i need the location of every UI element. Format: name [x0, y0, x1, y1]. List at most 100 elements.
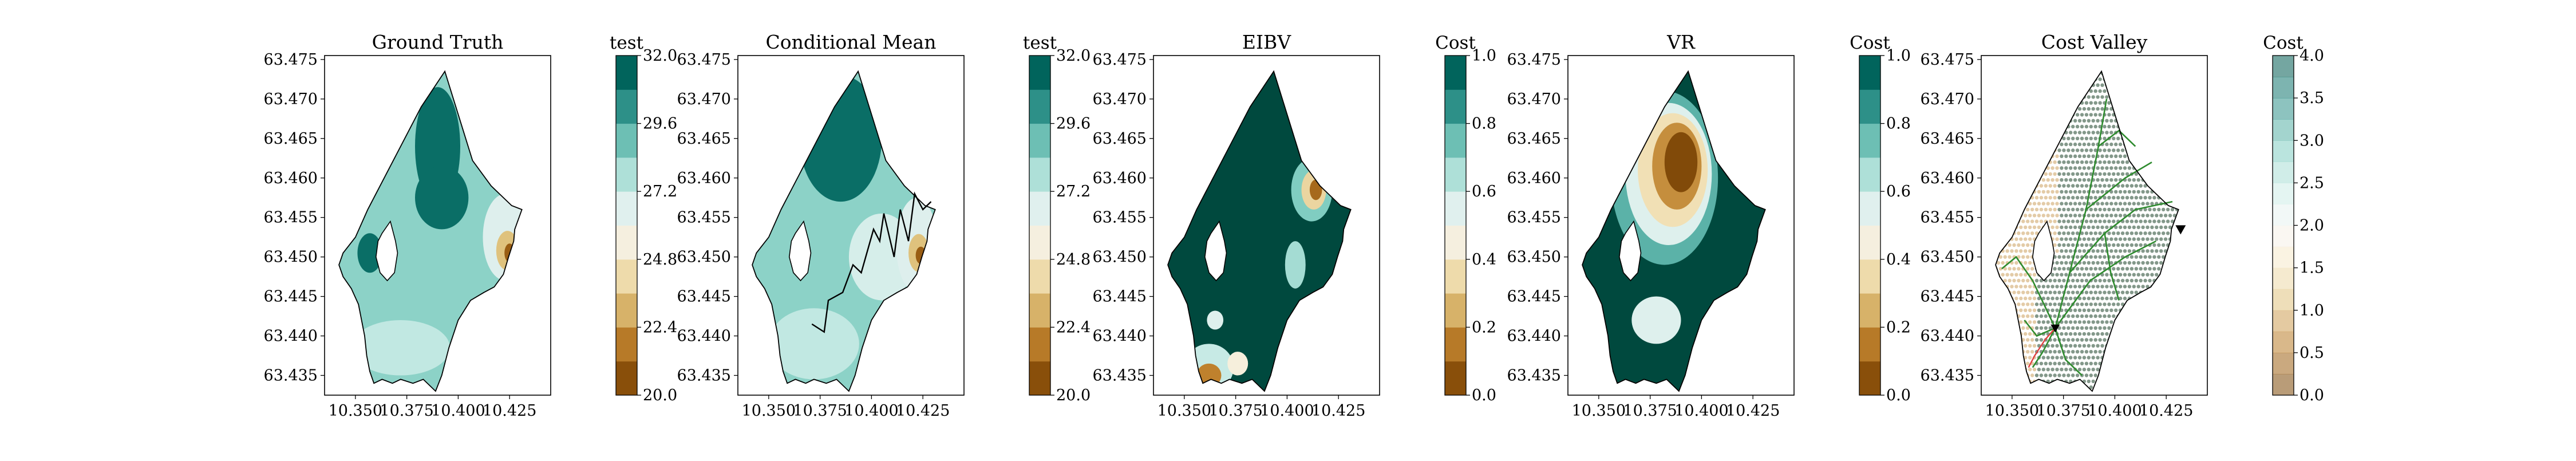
valley-dot [2152, 77, 2156, 81]
valley-dot [2116, 101, 2120, 105]
valley-dot [2143, 267, 2147, 271]
valley-dot [2073, 308, 2077, 312]
valley-dot [2195, 131, 2199, 134]
valley-dot [2118, 379, 2123, 384]
valley-dot [2093, 148, 2097, 152]
valley-dot [2125, 89, 2129, 93]
region-boundary [752, 70, 936, 392]
valley-dot [2186, 356, 2190, 359]
valley-dot [2155, 154, 2159, 158]
valley-dot [2064, 107, 2068, 111]
valley-dot [2037, 225, 2041, 230]
valley-dot [2139, 302, 2143, 306]
valley-dot [2157, 172, 2161, 176]
valley-dot [2170, 219, 2175, 223]
valley-dot [2166, 101, 2170, 105]
valley-dot [2028, 320, 2032, 324]
valley-dot [2107, 101, 2111, 105]
valley-dot [2048, 113, 2052, 117]
valley-dot [2080, 184, 2084, 188]
valley-dot [2087, 368, 2091, 372]
valley-dot [2034, 278, 2039, 283]
valley-dot [2012, 278, 2016, 283]
valley-dot [2193, 137, 2196, 140]
valley-dot [2163, 320, 2168, 324]
valley-dot [2103, 314, 2107, 318]
valley-dot [2162, 89, 2166, 93]
valley-dot [2001, 344, 2005, 348]
y-tick-label: 63.445 [677, 288, 731, 306]
valley-dot [2044, 361, 2048, 365]
valley-dot [2157, 385, 2161, 389]
valley-dot [2041, 356, 2045, 360]
valley-dot [2150, 237, 2154, 241]
valley-dot [2132, 368, 2136, 372]
valley-dot [2026, 290, 2030, 294]
valley-dot [2008, 101, 2012, 105]
valley-dot [2182, 309, 2186, 312]
valley-dot [2084, 267, 2089, 271]
valley-dot [2010, 344, 2014, 348]
valley-dot [2152, 267, 2156, 271]
valley-dot [1990, 231, 1993, 235]
valley-dot [2001, 154, 2005, 158]
valley-dot [1990, 291, 1993, 294]
valley-dot [2008, 278, 2012, 283]
valley-dot [2105, 356, 2109, 360]
valley-dot [1992, 72, 1996, 75]
valley-dot [2094, 66, 2097, 69]
valley-dot [2186, 119, 2190, 123]
valley-dot [2087, 71, 2091, 76]
valley-dot [2120, 196, 2125, 200]
valley-dot [2112, 207, 2116, 212]
valley-dot [2041, 83, 2045, 87]
valley-dot [2112, 350, 2116, 354]
valley-dot [2134, 385, 2138, 389]
valley-dot [2109, 296, 2113, 301]
valley-dot [2134, 302, 2138, 306]
valley-dot [2014, 332, 2018, 336]
valley-dot [2080, 385, 2084, 389]
valley-dot [2157, 326, 2161, 330]
valley-dot [2182, 344, 2186, 348]
valley-dot [2008, 207, 2012, 212]
valley-dot [2017, 231, 2021, 235]
valley-dot [2141, 379, 2145, 384]
valley-dot [2155, 237, 2159, 241]
valley-dot [2175, 326, 2179, 330]
valley-dot [2021, 243, 2025, 247]
valley-dot [2109, 368, 2113, 372]
valley-dot [2100, 237, 2104, 241]
valley-dot [2159, 368, 2163, 372]
valley-dot [2134, 172, 2138, 176]
valley-dot [2188, 89, 2192, 93]
valley-dot [2184, 148, 2188, 152]
valley-dot [2193, 66, 2196, 69]
valley-dot [2188, 255, 2192, 259]
axes-4: 63.43563.44063.44563.45063.45563.46063.4… [1507, 31, 1795, 420]
valley-dot [2024, 237, 2028, 241]
valley-dot [2060, 178, 2064, 182]
valley-dot [2170, 101, 2175, 105]
valley-dot [2012, 113, 2016, 117]
valley-dot [2005, 119, 2009, 123]
valley-dot [2034, 326, 2039, 330]
valley-dot [2139, 267, 2143, 271]
valley-dot [2024, 95, 2028, 99]
valley-dot [2120, 231, 2125, 235]
valley-dot [2103, 89, 2107, 93]
valley-dot [2132, 131, 2136, 135]
valley-dot [2132, 154, 2136, 158]
valley-dot [2172, 332, 2177, 336]
colorbar-tick-label: 0.2 [1886, 318, 1911, 336]
valley-dot [2175, 302, 2179, 306]
valley-dot [2193, 148, 2196, 152]
valley-dot [2021, 172, 2025, 176]
valley-dot [2010, 142, 2014, 147]
colorbar-band [616, 157, 637, 192]
valley-dot [2064, 273, 2068, 277]
valley-dot [2105, 202, 2109, 206]
colorbar-frame [1444, 55, 1467, 396]
valley-dot [2188, 125, 2192, 128]
valley-dot [2163, 83, 2168, 87]
